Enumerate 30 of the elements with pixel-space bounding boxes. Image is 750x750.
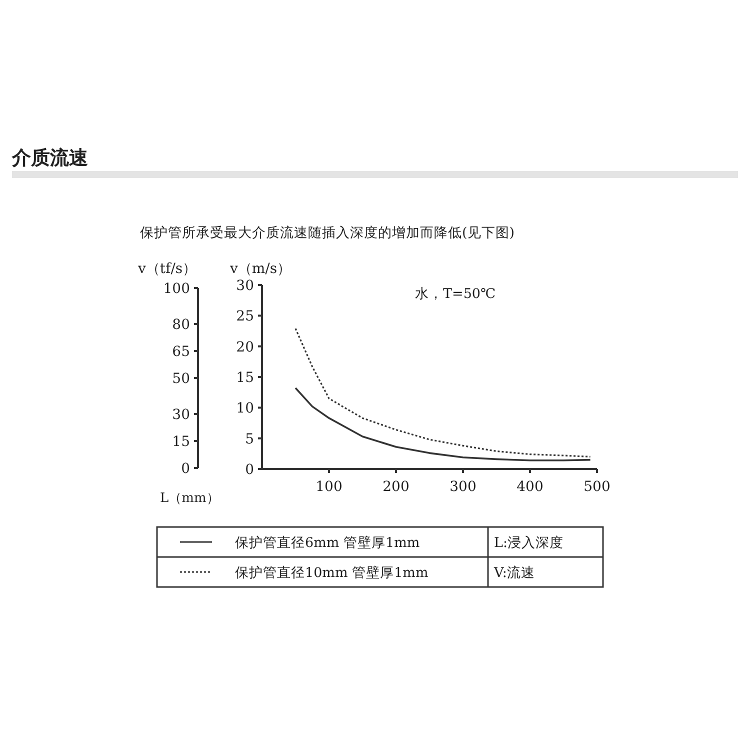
text: L:浸入深度 [494,535,564,551]
y-tick-label: 30 [236,278,254,294]
annotation: 水，T=50℃ [415,286,496,302]
y-axis-title: v（m/s） [229,261,292,277]
y-tick-label: 10 [236,400,254,417]
x-tick-label: 500 [584,479,610,495]
x-tick-label: 300 [450,479,476,495]
chart-subtitle: 保护管所承受最大介质流速随插入深度的增加而降低(见下图) [140,225,515,241]
line-series [294,328,592,458]
x-tick-label: 200 [382,479,410,495]
y2-tick-label: 30 [172,407,190,423]
legend-label: 保护管直径6mm 管壁厚1mm [235,535,420,551]
text: 介质流速 [11,147,88,169]
y-tick-label: 20 [236,339,254,356]
y2-tick-label: 15 [172,434,190,450]
y-tick-label: 5 [245,431,254,448]
y2-tick-label: 0 [181,461,190,477]
y-tick-label: 25 [236,308,254,325]
x-tick-label: 100 [316,479,342,495]
x-tick-label: 400 [516,479,544,495]
y2-tick-label: 80 [172,317,190,333]
legend-label: 保护管直径10mm 管壁厚1mm [235,565,428,581]
y2-tick-label: 65 [172,344,190,360]
y-tick-label: 15 [236,370,254,386]
y2-tick-label: 50 [172,371,190,387]
text: V:流速 [493,565,535,581]
y-tick-label: 0 [245,462,254,478]
x-axis-title: L（mm） [160,491,220,506]
y2-axis-title: v（tf/s） [137,261,197,277]
y2-tick-label: 100 [163,281,190,297]
